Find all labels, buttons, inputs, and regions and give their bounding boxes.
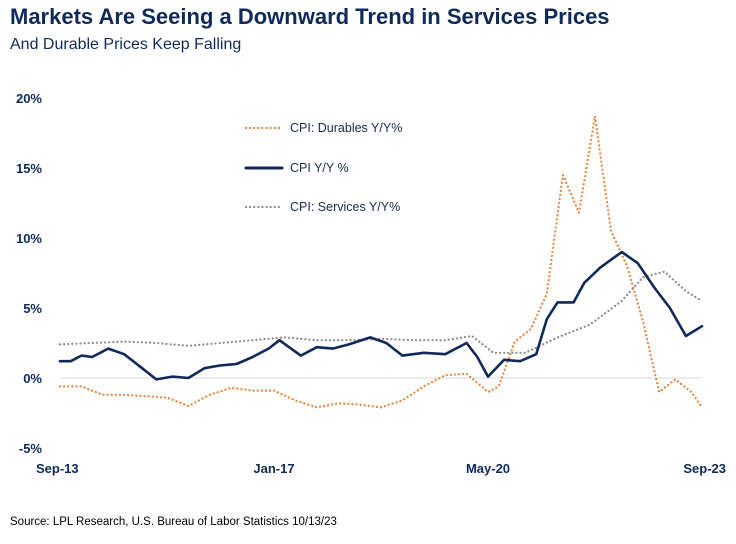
x-tick-label: Jan-17 <box>253 461 294 476</box>
chart-title: Markets Are Seeing a Downward Trend in S… <box>10 4 610 29</box>
x-tick-label: Sep-23 <box>683 461 726 476</box>
y-tick-label: 5% <box>23 301 42 316</box>
legend-label-services: CPI: Services Y/Y% <box>290 200 400 214</box>
x-tick-label: Sep-13 <box>36 461 79 476</box>
y-tick-label: -5% <box>19 441 43 456</box>
x-tick-label: May-20 <box>466 461 510 476</box>
legend-label-cpi: CPI Y/Y % <box>290 161 349 175</box>
y-tick-label: 15% <box>16 161 42 176</box>
series-line-services <box>58 270 704 354</box>
series-line-cpi <box>58 250 704 381</box>
y-tick-label: 20% <box>16 91 42 106</box>
y-tick-label: 0% <box>23 371 42 386</box>
y-tick-label: 10% <box>16 231 42 246</box>
series-line-durables <box>58 115 704 409</box>
source-note: Source: LPL Research, U.S. Bureau of Lab… <box>10 516 337 528</box>
legend-label-durables: CPI: Durables Y/Y% <box>290 121 402 135</box>
chart-subtitle: And Durable Prices Keep Falling <box>10 36 242 53</box>
